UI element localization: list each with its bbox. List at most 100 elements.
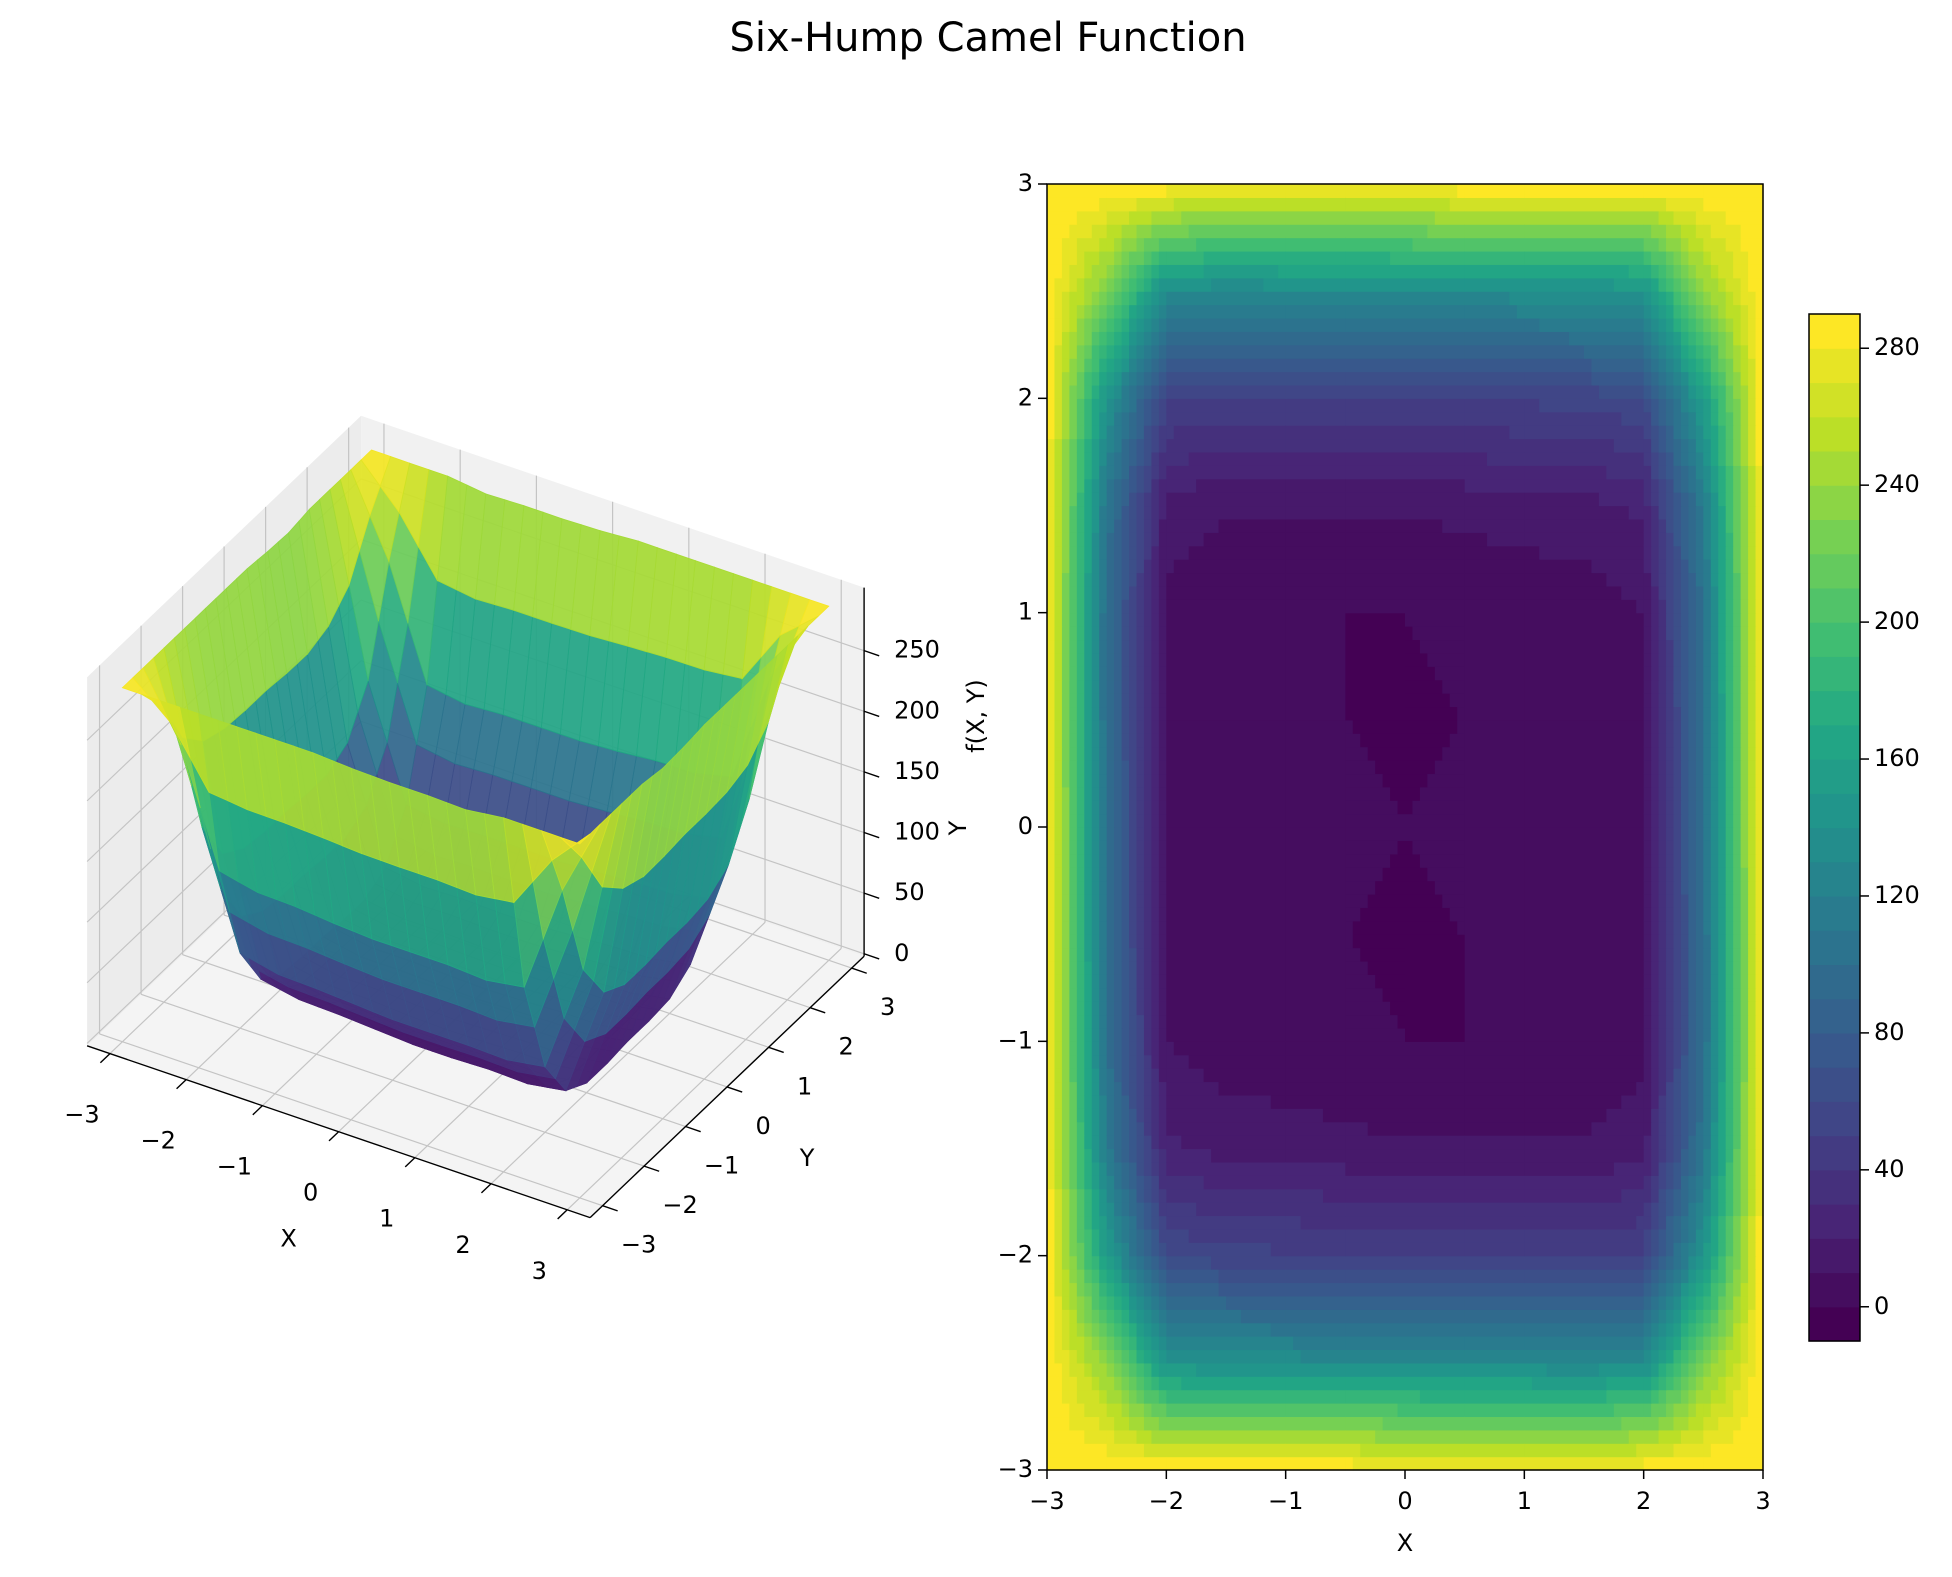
contour-cell — [1054, 652, 1063, 667]
contour-cell — [1047, 733, 1056, 748]
contour-cell — [1069, 398, 1078, 413]
contour-cell — [1106, 1161, 1115, 1176]
contour-cell — [1524, 1135, 1585, 1150]
contour-cell — [1114, 599, 1123, 614]
contour-cell — [1740, 317, 1749, 332]
contour-cell — [1710, 840, 1719, 855]
contour-cell — [1584, 371, 1593, 386]
contour-cell — [1464, 1403, 1525, 1418]
contour-cell — [1084, 1081, 1093, 1096]
contour-cell — [1375, 880, 1406, 895]
contour-cell — [1069, 451, 1078, 466]
contour-cell — [1643, 1443, 1675, 1458]
contour-cell — [1733, 411, 1742, 426]
contour-cell — [1695, 438, 1704, 453]
contour-cell — [1725, 800, 1734, 815]
contour-cell — [1099, 398, 1108, 413]
contour-cell — [1203, 250, 1227, 265]
contour-cell — [1688, 1376, 1697, 1391]
contour-cell — [1166, 1094, 1227, 1109]
contour-cell — [1740, 1108, 1749, 1123]
contour-cell — [1136, 291, 1145, 306]
contour-cell — [1405, 344, 1466, 359]
contour-cell — [1666, 465, 1675, 480]
contour-cell — [1405, 1228, 1466, 1243]
contour-cell — [1524, 1403, 1585, 1418]
x-tick-label: −2 — [1149, 1487, 1184, 1515]
contour-cell — [1061, 1309, 1070, 1324]
contour-cell — [1151, 1362, 1160, 1377]
contour-cell — [1106, 317, 1115, 332]
contour-cell — [1658, 599, 1667, 614]
contour-cell — [1047, 1202, 1056, 1217]
contour-cell — [1733, 1175, 1742, 1190]
contour-cell — [1740, 1202, 1749, 1217]
contour-cell — [1129, 1228, 1138, 1243]
contour-cell — [1755, 893, 1764, 908]
contour-cell — [1143, 1135, 1153, 1150]
contour-cell — [1703, 947, 1712, 962]
contour-cell — [1703, 1242, 1712, 1257]
contour-cell — [1091, 492, 1100, 507]
contour-cell — [1695, 291, 1704, 306]
contour-cell — [1106, 947, 1115, 962]
contour-cell — [1345, 184, 1406, 198]
contour-cell — [1143, 1188, 1153, 1203]
contour-cell — [1725, 813, 1734, 828]
contour-cell — [1710, 1161, 1719, 1176]
contour-cell — [1076, 331, 1085, 346]
contour-cell — [1047, 1349, 1056, 1364]
contour-cell — [1666, 492, 1675, 507]
contour-cell — [1166, 224, 1190, 239]
contour-cell — [1054, 1148, 1063, 1163]
contour-cell — [1129, 505, 1138, 520]
contour-cell — [1091, 1322, 1100, 1337]
contour-cell — [1151, 465, 1160, 480]
contour-cell — [1651, 398, 1660, 413]
contour-cell — [1076, 893, 1085, 908]
contour-cell — [1129, 277, 1138, 292]
contour-cell — [1158, 1081, 1167, 1096]
contour-cell — [1584, 1322, 1645, 1337]
contour-cell — [1733, 773, 1742, 788]
contour-cell — [1054, 639, 1063, 654]
contour-cell — [1099, 639, 1108, 654]
contour-cell — [1285, 384, 1346, 399]
contour-cell — [1688, 733, 1697, 748]
contour-cell — [1666, 1001, 1675, 1016]
contour-cell — [1740, 1242, 1749, 1257]
contour-cell — [1405, 746, 1443, 761]
contour-cell — [1584, 599, 1637, 614]
contour-cell — [1151, 827, 1160, 841]
contour-cell — [1539, 317, 1585, 332]
contour-cell — [1673, 465, 1682, 480]
contour-cell — [1673, 907, 1682, 922]
contour-cell — [1151, 1336, 1160, 1351]
contour-cell — [1666, 599, 1675, 614]
contour-cell — [1136, 478, 1145, 493]
contour-cell — [1680, 384, 1690, 399]
contour-cell — [1449, 693, 1466, 708]
contour-cell — [1584, 224, 1645, 239]
contour-cell — [1099, 1041, 1108, 1056]
contour-cell — [1584, 612, 1645, 721]
contour-cell — [1084, 344, 1093, 359]
contour-cell — [1688, 1014, 1697, 1029]
contour-cell — [1464, 250, 1525, 265]
contour-cell — [1703, 1215, 1712, 1230]
contour-cell — [1076, 358, 1085, 373]
contour-cell — [1710, 853, 1719, 868]
contour-cell — [1166, 465, 1227, 480]
contour-cell — [1748, 599, 1757, 614]
contour-cell — [1166, 291, 1227, 306]
contour-cell — [1226, 1135, 1287, 1150]
contour-cell — [1114, 438, 1123, 453]
contour-cell — [1121, 1403, 1130, 1418]
contour-cell — [1405, 398, 1466, 413]
contour-cell — [1166, 237, 1197, 252]
contour-cell — [1651, 974, 1660, 989]
contour-cell — [1688, 1027, 1697, 1042]
contour-cell — [1740, 291, 1757, 306]
contour-cell — [1084, 1175, 1093, 1190]
contour-cell — [1047, 920, 1056, 935]
